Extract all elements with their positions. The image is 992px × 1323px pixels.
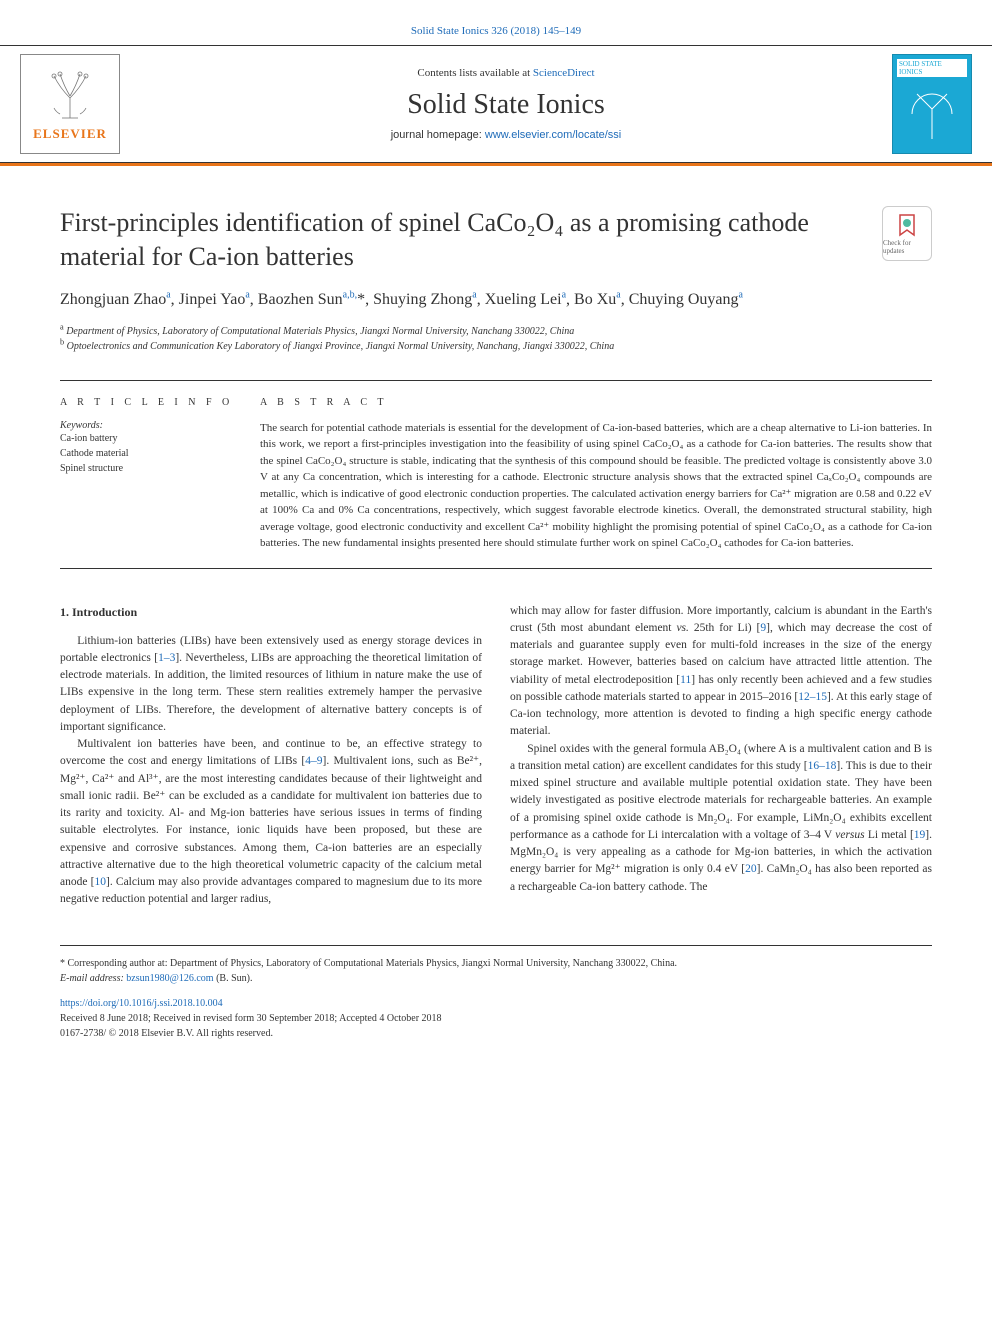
authors-list: Zhongjuan Zhaoa, Jinpei Yaoa, Baozhen Su… <box>60 288 932 312</box>
body-paragraph: Spinel oxides with the general formula A… <box>510 741 932 896</box>
elsevier-tree-icon <box>40 66 100 126</box>
abstract-label: A B S T R A C T <box>260 397 932 408</box>
body-paragraph: Multivalent ion batteries have been, and… <box>60 736 482 909</box>
keywords-label: Keywords: <box>60 420 240 431</box>
body-columns: 1. Introduction Lithium-ion batteries (L… <box>60 603 932 909</box>
affiliations: a Department of Physics, Laboratory of C… <box>60 324 932 354</box>
body-paragraph: which may allow for faster diffusion. Mo… <box>510 603 932 741</box>
check-updates-badge[interactable]: Check for updates <box>882 206 932 261</box>
banner-center: Contents lists available at ScienceDirec… <box>120 67 892 141</box>
bookmark-check-icon <box>895 213 919 237</box>
citation-link[interactable]: Solid State Ionics 326 (2018) 145–149 <box>0 0 992 45</box>
email-link[interactable]: bzsun1980@126.com <box>126 973 213 984</box>
article-title: First-principles identification of spine… <box>60 206 862 274</box>
corresponding-author: * Corresponding author at: Department of… <box>60 956 932 971</box>
contents-line: Contents lists available at ScienceDirec… <box>120 67 892 79</box>
elsevier-brand-text: ELSEVIER <box>33 126 107 142</box>
journal-name: Solid State Ionics <box>120 89 892 121</box>
received-dates: Received 8 June 2018; Received in revise… <box>60 1011 932 1026</box>
left-column: 1. Introduction Lithium-ion batteries (L… <box>60 603 482 909</box>
article-info-label: A R T I C L E I N F O <box>60 397 240 408</box>
sciencedirect-link[interactable]: ScienceDirect <box>533 67 595 79</box>
journal-banner: ELSEVIER Contents lists available at Sci… <box>0 45 992 163</box>
right-column: which may allow for faster diffusion. Mo… <box>510 603 932 909</box>
abstract-box: A B S T R A C T The search for potential… <box>260 397 932 552</box>
keywords-list: Ca-ion battery Cathode material Spinel s… <box>60 431 240 476</box>
homepage-line: journal homepage: www.elsevier.com/locat… <box>120 129 892 141</box>
body-paragraph: Lithium-ion batteries (LIBs) have been e… <box>60 633 482 737</box>
footer-block: * Corresponding author at: Department of… <box>60 945 932 1041</box>
homepage-link[interactable]: www.elsevier.com/locate/ssi <box>485 129 621 141</box>
abstract-text: The search for potential cathode materia… <box>260 420 932 552</box>
doi-link[interactable]: https://doi.org/10.1016/j.ssi.2018.10.00… <box>60 998 223 1009</box>
copyright-line: 0167-2738/ © 2018 Elsevier B.V. All righ… <box>60 1026 932 1041</box>
article-info-box: A R T I C L E I N F O Keywords: Ca-ion b… <box>60 397 260 552</box>
email-line: E-mail address: bzsun1980@126.com (B. Su… <box>60 971 932 986</box>
journal-cover-thumbnail: SOLID STATE IONICS <box>892 54 972 154</box>
elsevier-logo: ELSEVIER <box>20 54 120 154</box>
section-1-heading: 1. Introduction <box>60 603 482 621</box>
